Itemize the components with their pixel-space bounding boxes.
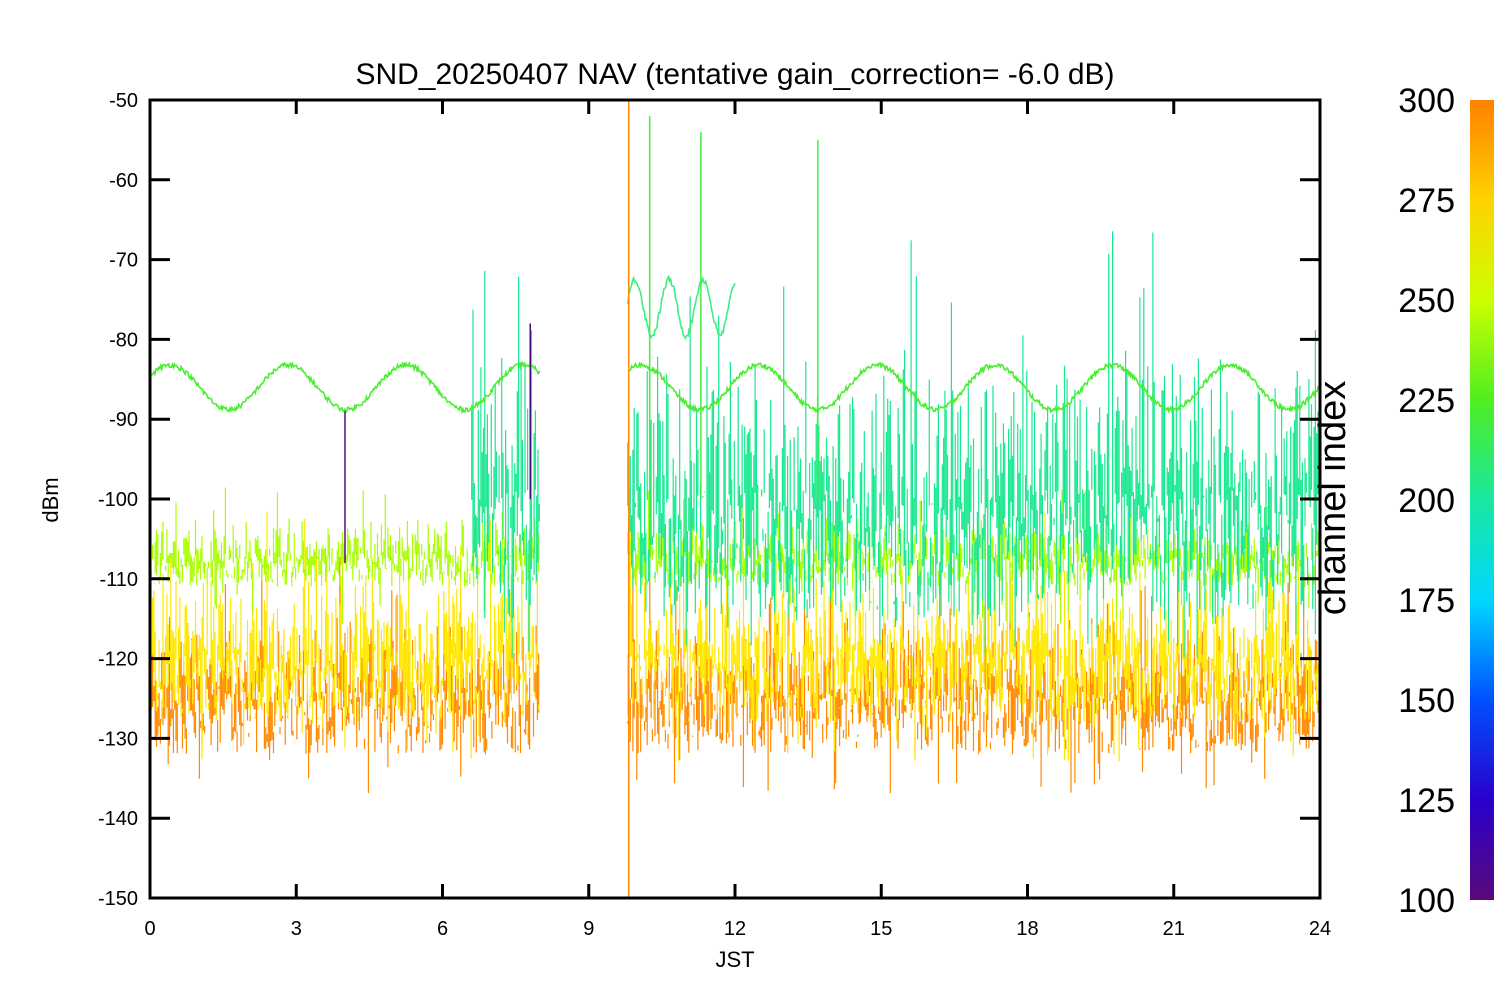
colorbar-tick-label: 125: [1398, 782, 1455, 820]
colorbar-tick-label: 100: [1398, 882, 1455, 920]
plot-data: [150, 100, 1320, 898]
y-tick-label: -90: [109, 409, 138, 431]
series-curve: [627, 361, 1320, 415]
colorbar-label: channel index: [1312, 381, 1354, 616]
series-noise: [150, 511, 1320, 762]
x-tick-label: 18: [1016, 918, 1038, 940]
series-curve: [150, 360, 541, 415]
x-tick-label: 21: [1163, 918, 1185, 940]
colorbar-tick-label: 275: [1398, 182, 1455, 220]
plot-frame: [148, 98, 1322, 900]
colorbar-tick-label: 250: [1398, 282, 1455, 320]
y-tick-label: -130: [98, 728, 138, 750]
series-line: [150, 360, 1320, 415]
colorbar-ticks: 100 125 150 175 200 225 250 275 300: [1398, 82, 1455, 920]
x-tick-label: 24: [1309, 918, 1331, 940]
y-axis: -50 -60 -70 -80 -90 -100 -110 -120 -130 -140 -150: [98, 90, 1320, 910]
series-noise: [471, 231, 1320, 659]
x-tick-label: 15: [870, 918, 892, 940]
series-line: [471, 231, 1320, 659]
y-tick-label: -120: [98, 649, 138, 671]
series-curve: [627, 274, 736, 341]
y-tick-label: -50: [109, 90, 138, 112]
y-tick-label: -80: [109, 329, 138, 351]
y-tick-label: -110: [99, 569, 138, 591]
y-tick-label: -100: [98, 489, 138, 511]
series-line: [150, 511, 1320, 762]
y-tick-label: -140: [98, 808, 138, 830]
x-tick-label: 9: [583, 918, 594, 940]
x-axis-label: JST: [715, 947, 754, 972]
x-tick-label: 6: [437, 918, 448, 940]
y-tick-label: -150: [98, 888, 138, 910]
colorbar-tick-label: 200: [1398, 482, 1455, 520]
x-tick-label: 3: [291, 918, 302, 940]
chart-title: SND_20250407 NAV (tentative gain_correct…: [355, 58, 1114, 91]
x-tick-label: 12: [724, 918, 746, 940]
x-axis: 0 3 6 9 12 15 18 21 24: [144, 100, 1331, 940]
colorbar-tick-label: 225: [1398, 382, 1455, 420]
colorbar: [1470, 100, 1494, 900]
y-axis-label: dBm: [38, 477, 63, 522]
y-tick-label: -70: [109, 250, 138, 272]
x-tick-label: 0: [144, 918, 155, 940]
series-line: [627, 274, 736, 341]
colorbar-tick-label: 300: [1398, 82, 1455, 120]
y-tick-label: -60: [109, 170, 138, 192]
colorbar-tick-label: 175: [1398, 582, 1455, 620]
colorbar-tick-label: 150: [1398, 682, 1455, 720]
